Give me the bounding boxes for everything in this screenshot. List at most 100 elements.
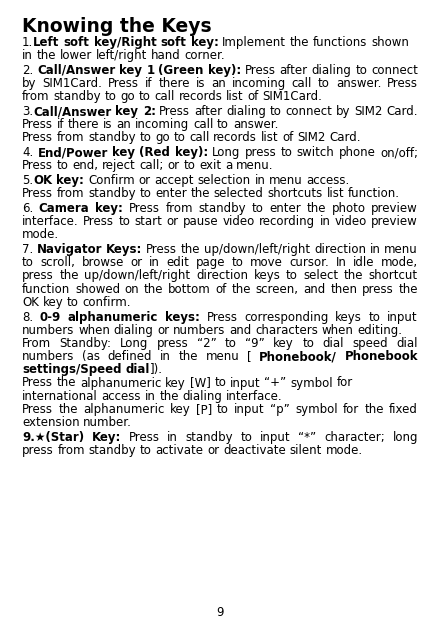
Text: to: to <box>369 311 381 323</box>
Text: Press: Press <box>22 118 53 131</box>
Text: enter: enter <box>269 202 301 215</box>
Text: Standby:: Standby: <box>59 337 111 350</box>
Text: [W]: [W] <box>190 377 210 389</box>
Text: Press: Press <box>22 403 53 416</box>
Text: in: in <box>254 174 265 187</box>
Text: menu: menu <box>269 174 303 187</box>
Text: key: key <box>273 337 294 350</box>
Text: 7.: 7. <box>22 243 33 256</box>
Text: phone: phone <box>339 146 376 159</box>
Text: and: and <box>229 324 252 336</box>
Text: press: press <box>22 444 54 457</box>
Text: hand: hand <box>151 49 181 62</box>
Text: connect: connect <box>371 64 418 77</box>
Text: “p”: “p” <box>270 403 290 416</box>
Text: Press: Press <box>159 105 191 118</box>
Text: screen,: screen, <box>256 283 299 295</box>
Text: dialing: dialing <box>114 324 154 336</box>
Text: key:: key: <box>56 174 84 187</box>
Text: From: From <box>22 337 51 350</box>
Text: standby: standby <box>88 132 136 144</box>
Text: SIM2: SIM2 <box>354 105 382 118</box>
Text: or: or <box>138 174 150 187</box>
Text: there: there <box>158 77 190 90</box>
Text: selected: selected <box>214 187 264 200</box>
Text: [P]: [P] <box>195 403 212 416</box>
Text: Call/Answer: Call/Answer <box>33 105 111 118</box>
Text: access: access <box>102 390 141 403</box>
Text: recording: recording <box>259 215 315 228</box>
Text: if: if <box>57 118 64 131</box>
Text: photo: photo <box>332 202 366 215</box>
Text: Long: Long <box>120 337 148 350</box>
Text: cursor.: cursor. <box>290 256 329 269</box>
Text: Press: Press <box>206 311 238 323</box>
Text: preview: preview <box>371 202 418 215</box>
Text: up/down/left/right: up/down/left/right <box>84 270 191 282</box>
Text: symbol: symbol <box>290 377 333 389</box>
Text: list: list <box>326 187 344 200</box>
Text: key:: key: <box>95 202 123 215</box>
Text: long: long <box>392 431 418 444</box>
Text: editing.: editing. <box>358 324 403 336</box>
Text: is: is <box>103 118 113 131</box>
Text: menu: menu <box>384 243 418 256</box>
Text: “9”: “9” <box>245 337 265 350</box>
Text: Card.: Card. <box>386 105 418 118</box>
Text: Press: Press <box>22 159 53 172</box>
Text: input: input <box>260 431 291 444</box>
Text: Long: Long <box>212 146 240 159</box>
Text: an: an <box>117 118 131 131</box>
Text: lower: lower <box>60 49 92 62</box>
Text: numbers: numbers <box>22 350 74 363</box>
Text: extension: extension <box>22 416 80 429</box>
Text: to: to <box>217 118 229 131</box>
Text: browse: browse <box>82 256 124 269</box>
Text: direction: direction <box>314 243 366 256</box>
Text: to: to <box>286 270 298 282</box>
Text: in: in <box>370 243 381 256</box>
Text: key: key <box>169 403 191 416</box>
Text: to: to <box>139 90 150 103</box>
Text: keys: keys <box>253 270 280 282</box>
Text: go: go <box>120 90 135 103</box>
Text: Press: Press <box>83 215 114 228</box>
Text: keys:: keys: <box>165 311 200 323</box>
Text: in: in <box>167 431 178 444</box>
Text: 1: 1 <box>146 64 154 77</box>
Text: the: the <box>231 283 251 295</box>
Text: function: function <box>22 283 70 295</box>
Text: by: by <box>336 105 350 118</box>
Text: the: the <box>59 270 79 282</box>
Text: to: to <box>57 159 69 172</box>
Text: to: to <box>252 202 264 215</box>
Text: idle: idle <box>353 256 374 269</box>
Text: Press: Press <box>108 77 139 90</box>
Text: interface.: interface. <box>22 215 79 228</box>
Text: press: press <box>22 270 54 282</box>
Text: input: input <box>387 311 418 323</box>
Text: scroll,: scroll, <box>40 256 75 269</box>
Text: SIM1Card.: SIM1Card. <box>262 90 322 103</box>
Text: access.: access. <box>307 174 350 187</box>
Text: to: to <box>270 105 282 118</box>
Text: accept: accept <box>154 174 194 187</box>
Text: shortcut: shortcut <box>369 270 418 282</box>
Text: page: page <box>196 256 225 269</box>
Text: end,: end, <box>72 159 99 172</box>
Text: keys: keys <box>335 311 362 323</box>
Text: key: key <box>119 64 142 77</box>
Text: exit: exit <box>199 159 221 172</box>
Text: 9: 9 <box>216 606 224 619</box>
Text: the: the <box>399 283 418 295</box>
Text: (Green: (Green <box>158 64 204 77</box>
Text: pause: pause <box>183 215 218 228</box>
Text: or: or <box>208 444 220 457</box>
Text: in: in <box>160 350 171 363</box>
Text: to: to <box>302 337 314 350</box>
Text: call: call <box>292 77 312 90</box>
Text: Call/Answer: Call/Answer <box>37 64 115 77</box>
Text: incoming: incoming <box>232 77 286 90</box>
Text: corner.: corner. <box>185 49 225 62</box>
Text: 2:: 2: <box>143 105 156 118</box>
